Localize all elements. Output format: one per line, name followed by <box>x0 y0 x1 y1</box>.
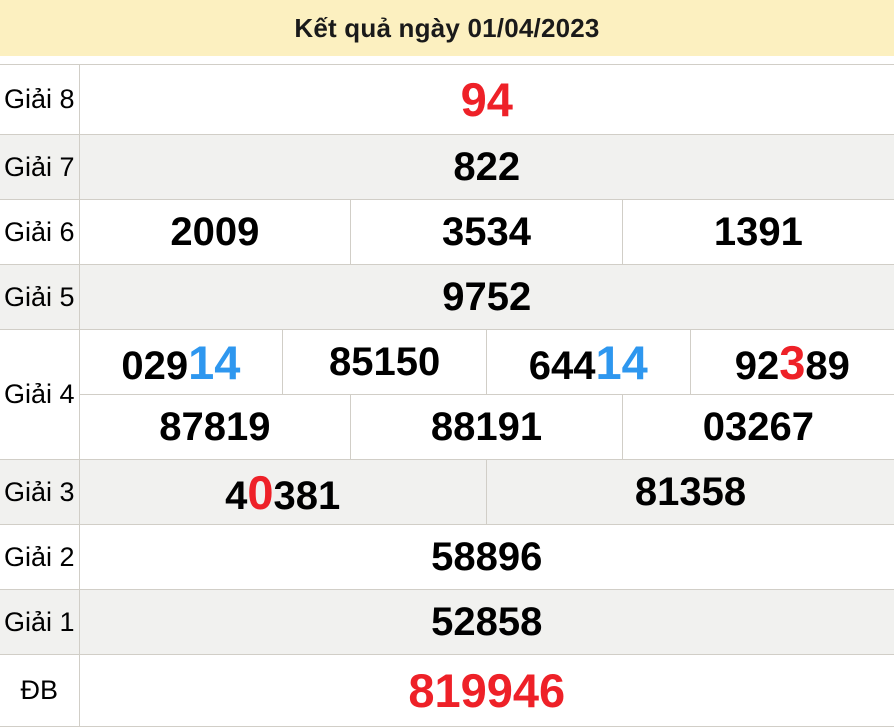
prize-digit-segment: 644 <box>528 343 596 388</box>
prize-row-giai-3: Giải 3 40381 81358 <box>0 459 894 525</box>
prize-value-giai-7-1-1: 822 <box>78 134 894 200</box>
prize-value-giai-6-1-2: 3534 <box>350 199 623 265</box>
prize-label-db: ĐB <box>0 654 80 727</box>
prize-digit-segment: 0 <box>247 465 274 519</box>
prize-value-giai-1-1-1: 52858 <box>78 589 894 655</box>
prize-label-giai-2: Giải 2 <box>0 524 80 590</box>
prize-value-giai-3-1-2: 81358 <box>485 459 894 525</box>
prize-value-giai-4-1-4: 92389 <box>689 329 894 395</box>
prize-digit-segment: 381 <box>273 473 341 518</box>
prize-digit-segment: 4 <box>225 473 248 518</box>
prize-value-giai-4-2-3: 03267 <box>621 394 894 460</box>
prize-digit-segment: 52858 <box>431 600 543 644</box>
prize-row-db: ĐB 819946 <box>0 654 894 727</box>
prize-label-giai-5: Giải 5 <box>0 264 80 330</box>
prize-digit-segment: 03267 <box>702 405 814 449</box>
prize-digit-segment: 2009 <box>170 210 260 254</box>
prize-digit-segment: 819946 <box>408 664 566 717</box>
prize-digit-segment: 94 <box>460 73 513 126</box>
prize-label-giai-6: Giải 6 <box>0 199 80 265</box>
prize-row-giai-6: Giải 6 2009 3534 1391 <box>0 199 894 265</box>
prize-value-giai-6-1-3: 1391 <box>621 199 894 265</box>
prize-row-giai-4-2: 87819 88191 03267 <box>0 394 894 460</box>
prize-digit-segment: 85150 <box>328 340 441 384</box>
prize-value-giai-4-2-1: 87819 <box>79 394 352 460</box>
prize-row-giai-2: Giải 2 58896 <box>0 524 894 590</box>
prize-value-giai-4-2-2: 88191 <box>350 394 623 460</box>
prize-value-giai-3-1-1: 40381 <box>78 459 487 525</box>
prize-digit-segment: 14 <box>188 335 241 389</box>
prize-digit-segment: 9752 <box>442 275 532 319</box>
prize-digit-segment: 1391 <box>713 210 803 254</box>
prize-value-giai-4-1-1: 02914 <box>78 329 284 395</box>
prize-label-giai-1: Giải 1 <box>0 589 80 655</box>
results-table: Giải 8 94 Giải 7 822 Giải 6 2009 3534 1391 Giải … <box>0 64 894 727</box>
prize-digit-segment: 3534 <box>441 210 531 254</box>
header-table-gap <box>0 56 894 64</box>
prize-label-giai-7: Giải 7 <box>0 134 80 200</box>
prize-digit-segment: 81358 <box>634 470 747 514</box>
prize-digit-segment: 029 <box>121 343 189 388</box>
results-header: Kết quả ngày 01/04/2023 <box>0 0 894 56</box>
prize-digit-segment: 89 <box>805 343 850 388</box>
prize-label-giai-4: Giải 4 <box>0 329 80 460</box>
prize-value-giai-5-1-1: 9752 <box>78 264 894 330</box>
prize-value-db-1-1: 819946 <box>78 654 894 727</box>
prize-digit-segment: 822 <box>453 145 521 189</box>
prize-row-giai-5: Giải 5 9752 <box>0 264 894 330</box>
prize-row-giai-1: Giải 1 52858 <box>0 589 894 655</box>
prize-row-giai-7: Giải 7 822 <box>0 134 894 200</box>
page-title: Kết quả ngày 01/04/2023 <box>294 12 600 43</box>
prize-value-giai-4-1-2: 85150 <box>282 329 487 395</box>
prize-value-giai-8-1-1: 94 <box>78 64 894 135</box>
prize-digit-segment: 14 <box>595 335 648 389</box>
prize-digit-segment: 3 <box>779 335 806 389</box>
prize-row-giai-8: Giải 8 94 <box>0 64 894 135</box>
prize-value-giai-2-1-1: 58896 <box>78 524 894 590</box>
prize-value-giai-6-1-1: 2009 <box>78 199 352 265</box>
prize-digit-segment: 88191 <box>430 405 543 449</box>
prize-label-giai-8: Giải 8 <box>0 64 80 135</box>
prize-digit-segment: 58896 <box>431 535 543 579</box>
prize-digit-segment: 87819 <box>159 405 271 449</box>
prize-label-giai-3: Giải 3 <box>0 459 80 525</box>
prize-value-giai-4-1-3: 64414 <box>485 329 691 395</box>
prize-row-giai-4-1: Giải 4 02914 85150 64414 92389 <box>0 329 894 460</box>
prize-digit-segment: 92 <box>734 343 780 388</box>
